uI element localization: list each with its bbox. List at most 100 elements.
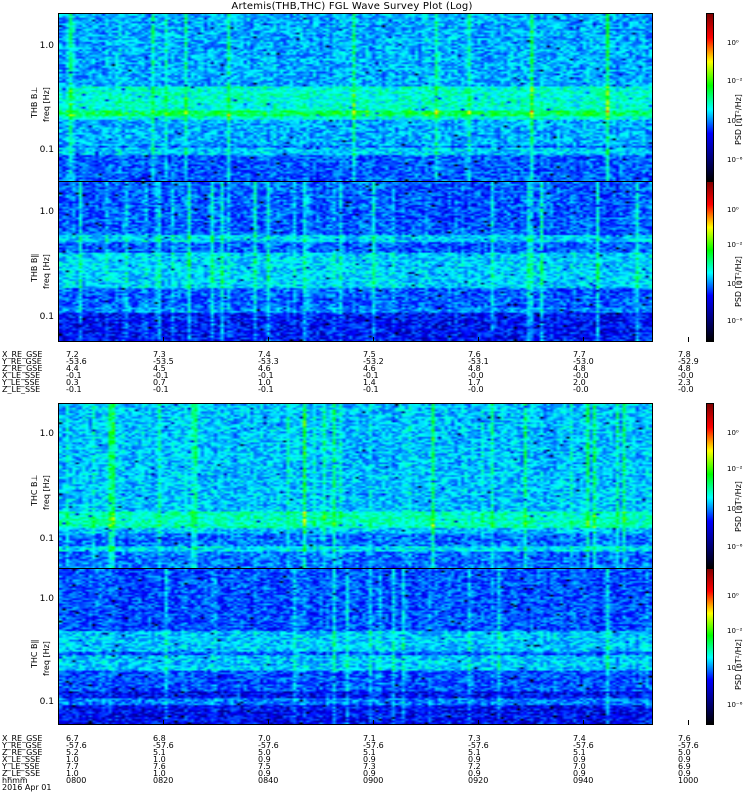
ephem_thc-value-4-4: 7.2	[468, 762, 481, 771]
ytick-1-thb-par: 1.0	[39, 207, 54, 217]
ephem_thc-xtick-4	[478, 720, 479, 725]
ephem_thb-label-1: Y_RE_GSE	[2, 357, 42, 366]
ephem_thc-label-7: 2016 Apr 01	[2, 783, 52, 792]
ylabel-thc-perp: THC B⊥	[30, 475, 39, 507]
ephem_thb-value-3-3: -0.1	[363, 371, 379, 380]
ylabel-freq-thb-perp: freq [Hz]	[42, 87, 51, 122]
ephem_thb-label-3: X_LE_SSE	[2, 371, 41, 380]
colorbar-label-2: PSD [nT²/Hz]	[734, 481, 743, 533]
ephem_thb-xtick-3	[373, 337, 374, 342]
ytick-1-thc-par: 1.0	[39, 594, 54, 604]
ephem_thc-value-5-1: -57.6	[573, 741, 594, 750]
ephem_thc-label-5: Z_LE_SSE	[2, 769, 41, 778]
ephem_thb-label-5: Z_LE_SSE	[2, 385, 41, 394]
ephem_thb-value-4-5: -0.0	[468, 385, 484, 394]
ephem_thb-xtick-2	[268, 337, 269, 342]
ephem_thb-xtick-5	[583, 337, 584, 342]
ephem_thb-value-1-1: -53.5	[153, 357, 174, 366]
ephem_thb-value-0-3: -0.1	[66, 371, 82, 380]
ephem_thc-value-0-1: -57.6	[66, 741, 87, 750]
ephem_thc-value-1-2: 5.1	[153, 748, 166, 757]
colorbar-tick-2-1: 10⁻²	[727, 465, 743, 474]
ephem_thb-value-6-2: 4.8	[678, 364, 691, 373]
ephem_thb-xtick-6	[688, 337, 689, 342]
ephem_thc-value-4-2: 5.1	[468, 748, 481, 757]
ephem_thc-value-4-3: 0.9	[468, 755, 481, 764]
freq-label-thb-perp: freq [Hz]	[42, 87, 51, 122]
ephem_thb-value-5-2: 4.8	[573, 364, 586, 373]
ephem_thc-value-0-4: 7.7	[66, 762, 79, 771]
ephem_thc-value-0-0: 6.7	[66, 734, 79, 743]
ephem_thc-value-3-6: 0900	[363, 776, 384, 785]
colorbar-tick-1-0: 10⁰	[727, 205, 739, 214]
ephem_thb-value-1-5: -0.1	[153, 385, 169, 394]
ephem_thb-value-0-1: -53.6	[66, 357, 87, 366]
freq-label-thc-perp: freq [Hz]	[42, 475, 51, 510]
spectrogram-thc-perp	[58, 403, 653, 569]
ephem_thb-value-6-1: -52.9	[678, 357, 699, 366]
ephem_thc-value-2-6: 0840	[258, 776, 279, 785]
colorbar-tick-0-0: 10⁰	[727, 39, 739, 48]
ephem_thb-value-5-1: -53.0	[573, 357, 594, 366]
ephem_thb-value-6-4: 2.3	[678, 378, 691, 387]
ephem_thb-value-0-4: 0.3	[66, 378, 79, 387]
ephem_thb-value-0-2: 4.4	[66, 364, 79, 373]
colorbar-tick-2-3: 10⁻⁶	[727, 543, 743, 552]
ylabel-thc-par: THC B∥	[30, 639, 39, 668]
ephem_thb-value-1-0: 7.3	[153, 350, 166, 359]
colorbar-tick-3-1: 10⁻²	[727, 626, 743, 635]
ephem_thc-value-6-5: 0.9	[678, 769, 691, 778]
ephem_thc-value-0-3: 1.0	[66, 755, 79, 764]
spectrogram-thb-perp	[58, 13, 653, 182]
ephem_thb-label-4: Y_LE_SSE	[2, 378, 40, 387]
ephem_thc-value-3-4: 7.3	[363, 762, 376, 771]
ephem_thc-xtick-0	[58, 720, 59, 725]
colorbar-thc-par	[706, 568, 714, 725]
ephem_thc-value-2-3: 0.9	[258, 755, 271, 764]
ephem_thc-value-6-1: -57.6	[678, 741, 699, 750]
ephem_thc-value-5-5: 0.9	[573, 769, 586, 778]
ytick-1-thc-perp: 1.0	[39, 429, 54, 439]
ephem_thc-value-3-0: 7.1	[363, 734, 376, 743]
ephem_thc-label-0: X_RE_GSE	[2, 734, 43, 743]
ephem_thc-value-6-6: 1000	[678, 776, 699, 785]
colorbar-tick-1-1: 10⁻²	[727, 241, 743, 250]
ytick-01-thc-perp: 0.1	[39, 534, 54, 544]
ephem_thb-value-3-1: -53.2	[363, 357, 384, 366]
ephem_thc-label-1: Y_RE_GSE	[2, 741, 42, 750]
spectrogram-canvas-thb-perp	[59, 14, 652, 181]
ephem_thc-value-5-4: 7.0	[573, 762, 586, 771]
ephem_thb-xtick-4	[478, 337, 479, 342]
ylabel-thb-par: THB B∥	[30, 254, 39, 282]
ylabel-freq-thc-perp: freq [Hz]	[42, 475, 51, 510]
ephem_thc-value-3-3: 0.9	[363, 755, 376, 764]
ephem_thc-xtick-3	[373, 720, 374, 725]
ephem_thc-value-0-5: 1.0	[66, 769, 79, 778]
ephem_thc-value-6-3: 0.9	[678, 755, 691, 764]
ephem_thb-value-1-2: 4.5	[153, 364, 166, 373]
colorbar-tick-1-3: 10⁻⁶	[727, 317, 743, 326]
colorbar-label-0: PSD [nT²/Hz]	[734, 93, 743, 145]
colorbar-thb-perp	[706, 13, 714, 182]
ephem_thb-value-6-3: -0.0	[678, 371, 694, 380]
ephem_thc-value-6-0: 7.6	[678, 734, 691, 743]
ephem_thc-value-1-6: 0820	[153, 776, 174, 785]
ephem_thc-value-4-6: 0920	[468, 776, 489, 785]
colorbar-tick-2-0: 10⁰	[727, 428, 739, 437]
ephem_thb-value-2-3: -0.1	[258, 371, 274, 380]
chart-title: Artemis(THB,THC) FGL Wave Survey Plot (L…	[231, 1, 473, 12]
ephem_thb-value-5-3: -0.0	[573, 371, 589, 380]
ephem_thb-value-5-0: 7.7	[573, 350, 586, 359]
ephem_thb-value-4-0: 7.6	[468, 350, 481, 359]
spectrogram-thb-par	[58, 181, 653, 342]
spectrogram-thc-par	[58, 568, 653, 725]
ephem_thc-value-1-1: -57.6	[153, 741, 174, 750]
ytick-01-thc-par: 0.1	[39, 697, 54, 707]
ephem_thc-value-3-1: -57.6	[363, 741, 384, 750]
colorbar-thb-par	[706, 181, 714, 342]
panel-name-thc-par: THC B∥	[30, 639, 39, 668]
ephem_thc-value-1-5: 1.0	[153, 769, 166, 778]
ephem_thc-value-2-2: 5.0	[258, 748, 271, 757]
ephem_thc-value-2-1: -57.6	[258, 741, 279, 750]
colorbar-thc-perp	[706, 403, 714, 569]
